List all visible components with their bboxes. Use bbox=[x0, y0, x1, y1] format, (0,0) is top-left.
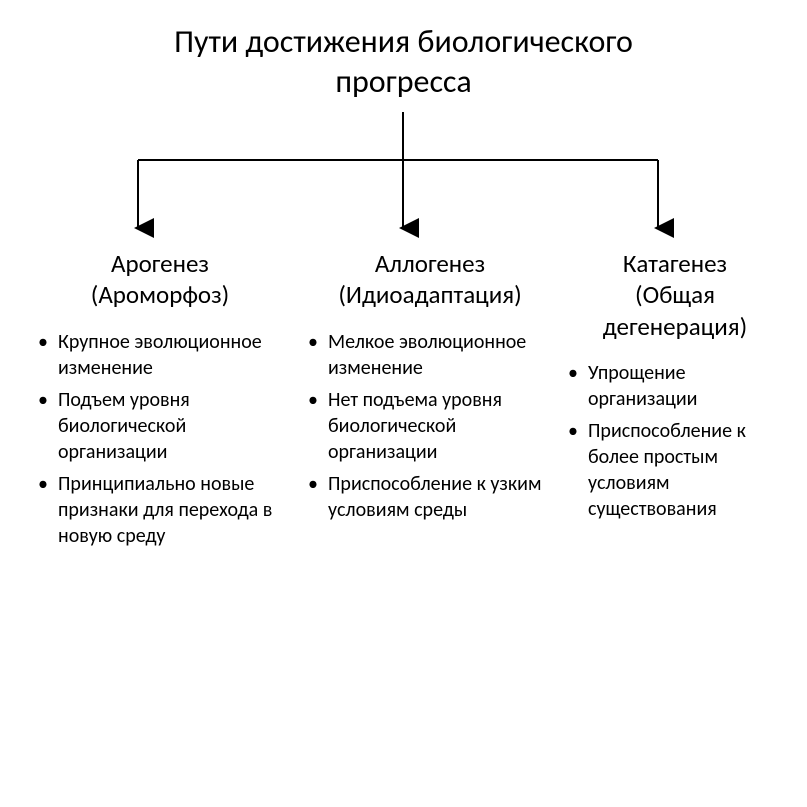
list-item: Принципиально новые признаки для переход… bbox=[38, 471, 290, 549]
columns-container: Арогенез (Ароморфоз) Крупное эволюционно… bbox=[0, 248, 807, 555]
list-item: Крупное эволюционное изменение bbox=[38, 329, 290, 381]
list-item: Подъем уровня биологической организации bbox=[38, 387, 290, 465]
list-item: Нет подъема уровня биологической организ… bbox=[308, 387, 560, 465]
tree-connector bbox=[0, 110, 807, 250]
bullet-list: Мелкое эволюционное изменение Нет подъем… bbox=[300, 329, 560, 529]
column-heading: Арогенез (Ароморфоз) bbox=[30, 248, 290, 311]
column-allogenesis: Аллогенез (Идиоадаптация) Мелкое эволюци… bbox=[300, 248, 560, 555]
heading-line-2: (Ароморфоз) bbox=[91, 279, 230, 310]
column-heading: Катагенез (Общая дегенерация) bbox=[560, 248, 790, 342]
heading-line-2: (Общая bbox=[635, 279, 715, 310]
column-heading: Аллогенез (Идиоадаптация) bbox=[300, 248, 560, 311]
heading-line-1: Аллогенез bbox=[375, 248, 485, 279]
heading-line-3: дегенерация) bbox=[603, 311, 747, 342]
heading-line-1: Арогенез bbox=[111, 248, 209, 279]
heading-line-2: (Идиоадаптация) bbox=[338, 279, 521, 310]
list-item: Приспособление к узким условиям среды bbox=[308, 471, 560, 523]
list-item: Упрощение организации bbox=[568, 360, 790, 412]
column-arogenesis: Арогенез (Ароморфоз) Крупное эволюционно… bbox=[30, 248, 290, 555]
diagram-title: Пути достижения биологического прогресса bbox=[0, 22, 807, 102]
title-line-1: Пути достижения биологического bbox=[174, 22, 633, 61]
heading-line-1: Катагенез bbox=[623, 248, 727, 279]
bullet-list: Крупное эволюционное изменение Подъем ур… bbox=[30, 329, 290, 555]
title-line-2: прогресса bbox=[335, 62, 471, 101]
column-catagenesis: Катагенез (Общая дегенерация) Упрощение … bbox=[560, 248, 790, 555]
list-item: Приспособление к более простым условиям … bbox=[568, 418, 790, 522]
bullet-list: Упрощение организации Приспособление к б… bbox=[560, 360, 790, 528]
list-item: Мелкое эволюционное изменение bbox=[308, 329, 560, 381]
